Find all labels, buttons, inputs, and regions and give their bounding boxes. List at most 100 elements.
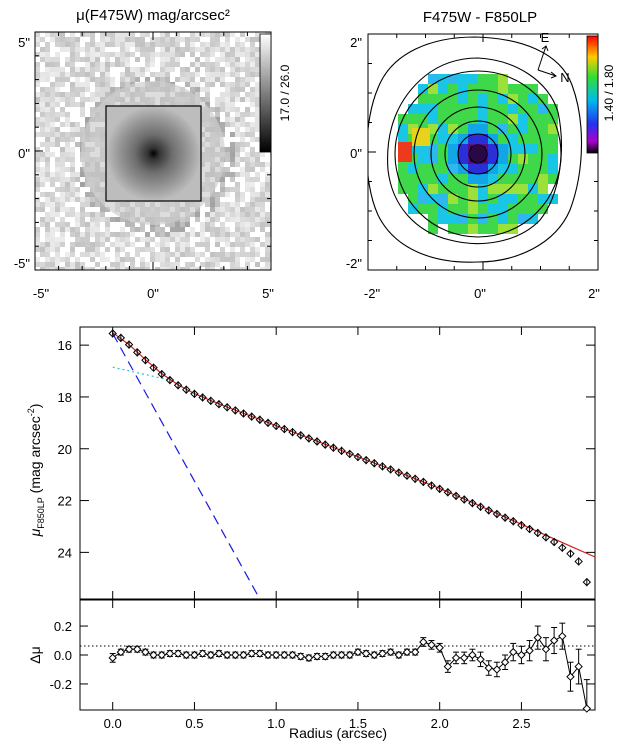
noise-pixel bbox=[225, 217, 230, 222]
noise-pixel bbox=[245, 122, 250, 127]
noise-pixel bbox=[95, 67, 100, 72]
noise-pixel bbox=[205, 62, 210, 67]
noise-pixel bbox=[65, 252, 70, 257]
noise-pixel bbox=[65, 77, 70, 82]
noise-pixel bbox=[260, 242, 265, 247]
noise-pixel bbox=[45, 177, 50, 182]
noise-pixel bbox=[245, 82, 250, 87]
noise-pixel bbox=[235, 217, 240, 222]
noise-pixel bbox=[215, 242, 220, 247]
panel-right-ytick: -2" bbox=[346, 256, 363, 271]
noise-pixel bbox=[80, 72, 85, 77]
noise-pixel bbox=[150, 52, 155, 57]
noise-pixel bbox=[120, 237, 125, 242]
noise-pixel bbox=[45, 202, 50, 207]
noise-pixel bbox=[60, 162, 65, 167]
noise-pixel bbox=[170, 42, 175, 47]
noise-pixel bbox=[240, 227, 245, 232]
noise-pixel bbox=[90, 57, 95, 62]
noise-pixel bbox=[55, 57, 60, 62]
noise-pixel bbox=[130, 77, 135, 82]
noise-pixel bbox=[230, 117, 235, 122]
noise-pixel bbox=[110, 52, 115, 57]
noise-pixel bbox=[55, 212, 60, 217]
noise-pixel bbox=[85, 87, 90, 92]
noise-pixel bbox=[195, 62, 200, 67]
noise-pixel bbox=[70, 167, 75, 172]
noise-pixel bbox=[175, 227, 180, 232]
noise-pixel bbox=[60, 77, 65, 82]
noise-pixel bbox=[50, 257, 55, 262]
noise-pixel bbox=[255, 217, 260, 222]
noise-pixel bbox=[255, 37, 260, 42]
noise-pixel bbox=[45, 102, 50, 107]
noise-pixel bbox=[45, 242, 50, 247]
noise-pixel bbox=[220, 252, 225, 257]
noise-pixel bbox=[235, 197, 240, 202]
noise-pixel bbox=[40, 107, 45, 112]
noise-pixel bbox=[35, 197, 40, 202]
noise-pixel bbox=[255, 97, 260, 102]
noise-pixel bbox=[50, 172, 55, 177]
noise-pixel bbox=[140, 37, 145, 42]
noise-pixel bbox=[35, 32, 40, 37]
noise-pixel bbox=[220, 232, 225, 237]
noise-pixel bbox=[205, 47, 210, 52]
noise-pixel bbox=[135, 47, 140, 52]
color-pixel bbox=[458, 164, 468, 174]
noise-pixel bbox=[135, 37, 140, 42]
noise-pixel bbox=[125, 52, 130, 57]
noise-pixel bbox=[235, 107, 240, 112]
noise-pixel bbox=[50, 97, 55, 102]
noise-pixel bbox=[115, 232, 120, 237]
noise-pixel bbox=[95, 252, 100, 257]
noise-pixel bbox=[35, 162, 40, 167]
noise-pixel bbox=[155, 257, 160, 262]
noise-pixel bbox=[80, 207, 85, 212]
noise-pixel bbox=[70, 212, 75, 217]
noise-pixel bbox=[200, 262, 205, 267]
noise-pixel bbox=[195, 32, 200, 37]
noise-pixel bbox=[225, 172, 230, 177]
noise-pixel bbox=[105, 82, 110, 87]
noise-pixel bbox=[180, 252, 185, 257]
noise-pixel bbox=[225, 112, 230, 117]
color-pixel bbox=[398, 142, 412, 162]
colorbar-left-label: 17.0 / 26.0 bbox=[278, 64, 292, 121]
noise-pixel bbox=[55, 242, 60, 247]
noise-pixel bbox=[255, 157, 260, 162]
noise-pixel bbox=[115, 247, 120, 252]
noise-pixel bbox=[160, 247, 165, 252]
noise-pixel bbox=[75, 42, 80, 47]
color-pixel bbox=[418, 154, 428, 164]
noise-pixel bbox=[60, 132, 65, 137]
noise-pixel bbox=[65, 102, 70, 107]
noise-pixel bbox=[90, 242, 95, 247]
noise-pixel bbox=[35, 37, 40, 42]
noise-pixel bbox=[40, 117, 45, 122]
noise-pixel bbox=[235, 72, 240, 77]
noise-pixel bbox=[55, 42, 60, 47]
noise-pixel bbox=[50, 102, 55, 107]
noise-pixel bbox=[265, 232, 270, 237]
noise-pixel bbox=[130, 232, 135, 237]
noise-pixel bbox=[40, 77, 45, 82]
noise-pixel bbox=[55, 167, 60, 172]
noise-pixel bbox=[45, 107, 50, 112]
noise-pixel bbox=[75, 82, 80, 87]
color-pixel bbox=[418, 194, 428, 204]
noise-pixel bbox=[85, 252, 90, 257]
noise-pixel bbox=[255, 67, 260, 72]
noise-pixel bbox=[105, 87, 110, 92]
noise-pixel bbox=[265, 257, 270, 262]
noise-pixel bbox=[140, 262, 145, 267]
noise-pixel bbox=[45, 137, 50, 142]
noise-pixel bbox=[190, 72, 195, 77]
noise-pixel bbox=[60, 167, 65, 172]
noise-pixel bbox=[195, 87, 200, 92]
noise-pixel bbox=[245, 92, 250, 97]
noise-pixel bbox=[175, 252, 180, 257]
noise-pixel bbox=[80, 87, 85, 92]
noise-pixel bbox=[160, 52, 165, 57]
noise-pixel bbox=[240, 142, 245, 147]
